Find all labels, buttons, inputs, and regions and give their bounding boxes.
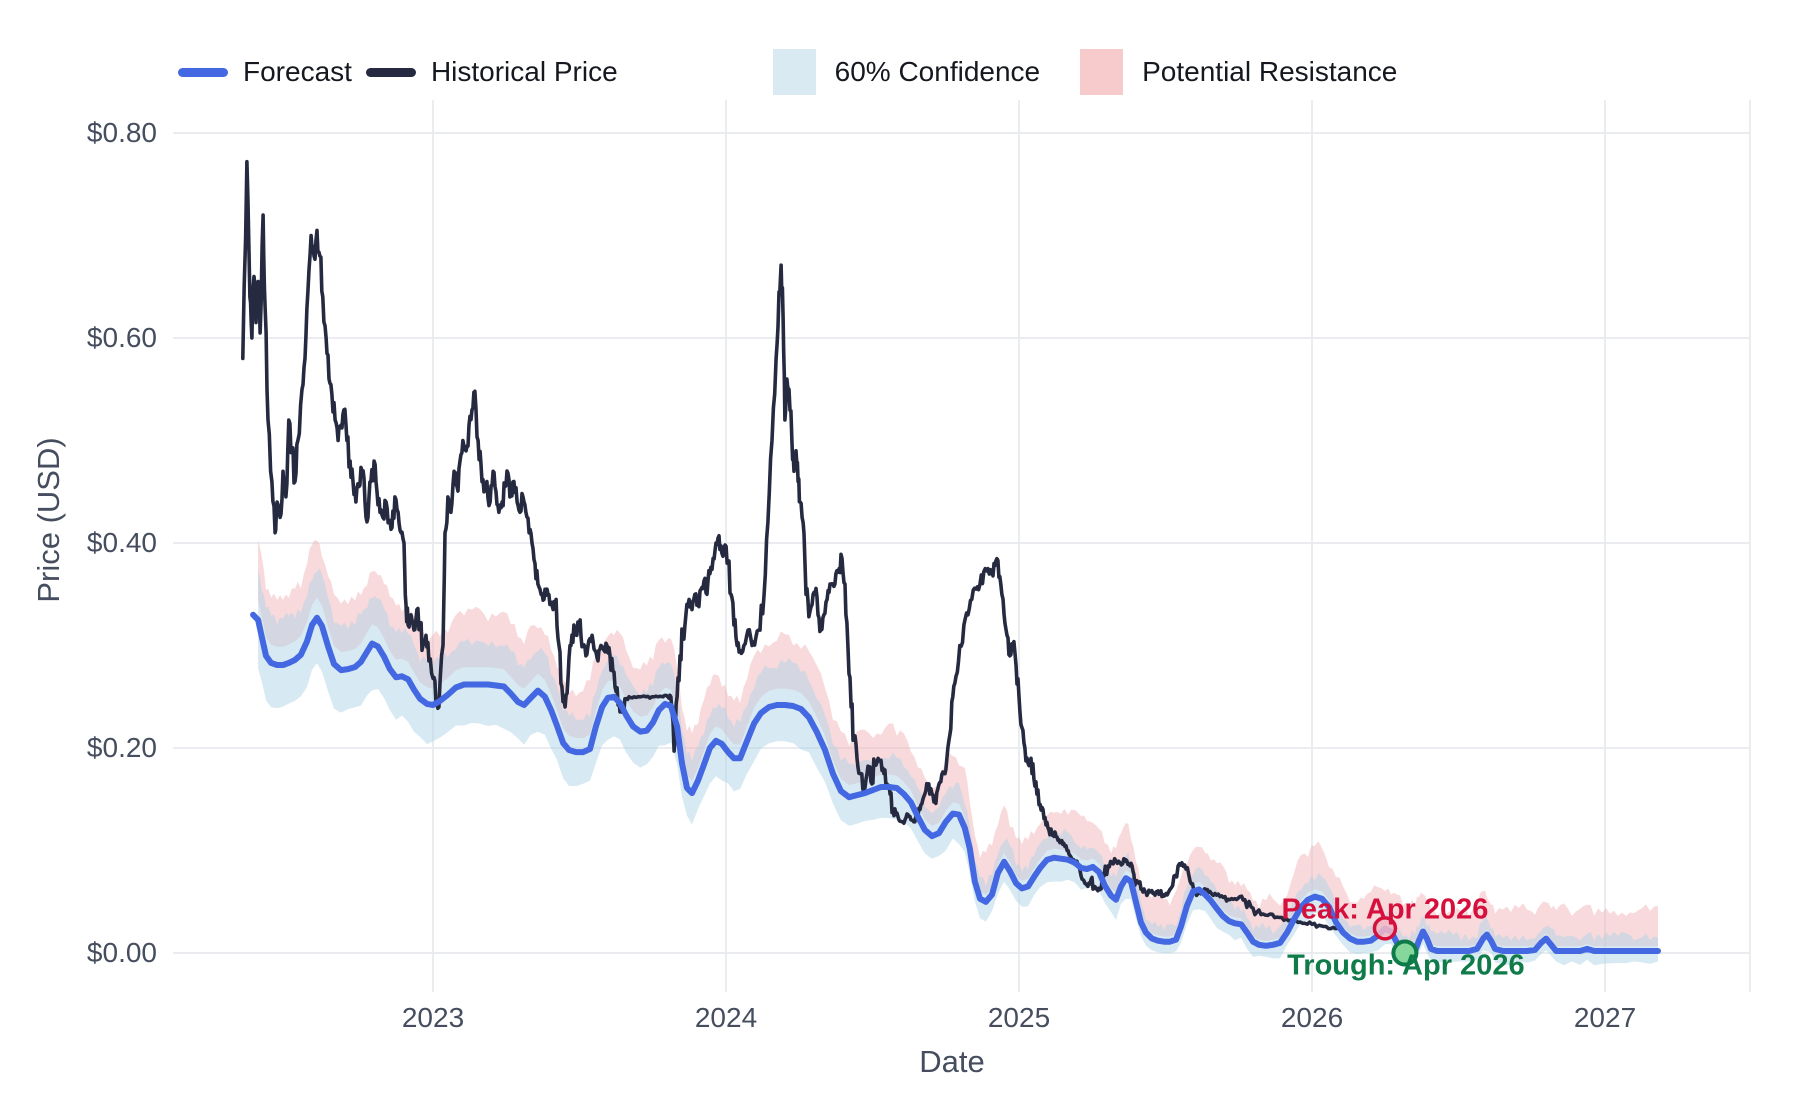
historical-price-line (241, 159, 1342, 931)
chart-legend: Forecast Historical Price 60% Confidence Po… (178, 46, 1397, 98)
legend-item-historical-price[interactable]: Historical Price (365, 56, 618, 88)
legend-item-60-confidence[interactable]: 60% Confidence (772, 49, 1041, 95)
x-tick-label-2027: 2027 (1573, 1002, 1637, 1033)
legend-swatch-line (178, 67, 228, 77)
legend-item-forecast[interactable]: Forecast (178, 56, 352, 88)
legend-label: Historical Price (430, 56, 618, 87)
y-axis-title: Price (USD) (31, 437, 66, 603)
trough-marker (1391, 939, 1419, 967)
legend-label: Forecast (243, 56, 352, 87)
y-tick-label-080: $0.80 (86, 117, 157, 148)
legend-swatch-line (365, 67, 416, 77)
x-axis-title: Date (919, 1044, 985, 1079)
legend-label: 60% Confidence (834, 56, 1041, 87)
x-tick-label-2026: 2026 (1280, 1002, 1344, 1033)
legend-swatch-patch (772, 49, 816, 95)
legend-swatch-patch (1080, 49, 1124, 95)
x-tick-label-2023: 2023 (401, 1002, 465, 1033)
x-tick-label-2024: 2024 (694, 1002, 758, 1033)
peak-annotation: Peak: Apr 2026 (1281, 893, 1489, 926)
y-tick-label-040: $0.40 (86, 527, 157, 558)
resistance-band (258, 540, 1659, 948)
confidence-band (258, 568, 1659, 966)
y-tick-label-060: $0.60 (86, 322, 157, 353)
y-tick-label-000: $0.00 (86, 937, 157, 968)
peak-marker (1372, 916, 1398, 941)
legend-label: Potential Resistance (1142, 56, 1398, 87)
x-tick-label-2025: 2025 (987, 1002, 1051, 1033)
trough-annotation: Trough: Apr 2026 (1287, 949, 1525, 982)
y-tick-label-020: $0.20 (86, 732, 157, 763)
legend-item-potential-resistance[interactable]: Potential Resistance (1080, 49, 1397, 95)
